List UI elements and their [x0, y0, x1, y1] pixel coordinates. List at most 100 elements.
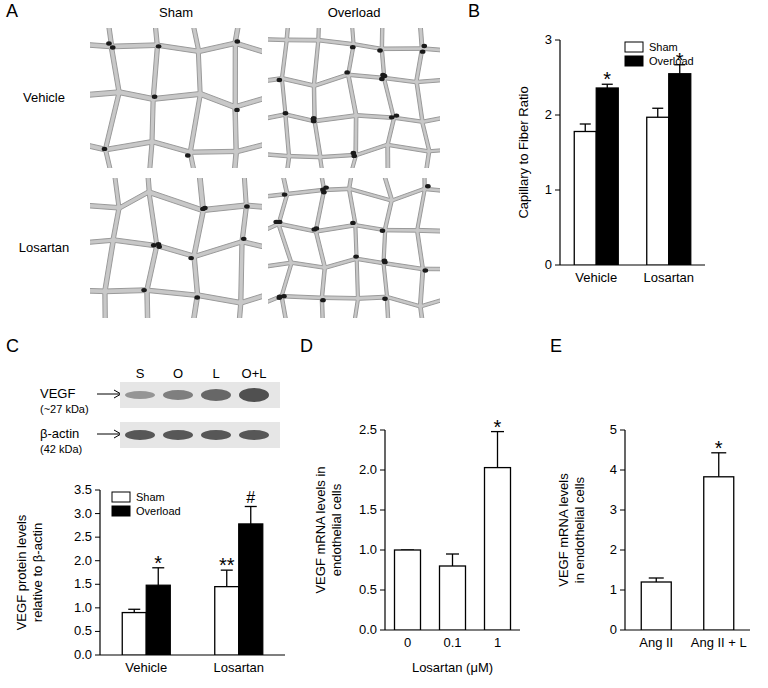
fiber: [156, 48, 199, 97]
blot-strip: [120, 382, 280, 408]
arrow: [97, 390, 121, 398]
y-tick-label: 1.0: [74, 600, 92, 615]
chart: C0.00.51.01.52.02.53.03.5VEGF protein le…: [6, 336, 285, 675]
y-tick-label: 1: [610, 582, 617, 597]
legend-swatch: [112, 506, 130, 516]
fiber: [384, 28, 420, 47]
y-tick: [380, 590, 385, 591]
fiber: [90, 243, 111, 289]
fiber: [324, 261, 357, 297]
band-label: VEGF: [40, 386, 75, 401]
fiber: [427, 151, 440, 168]
fiber: [351, 191, 390, 228]
y-tick-label: 2: [545, 107, 552, 122]
y-axis: [624, 430, 625, 630]
micrograph: [268, 178, 440, 318]
micrograph-bg: [268, 178, 440, 318]
fiber: [390, 120, 428, 150]
blot-band: [239, 388, 269, 402]
legend-label: Overload: [136, 505, 181, 517]
y-tick-label: 1.5: [74, 576, 92, 591]
y-tick: [380, 430, 385, 431]
fiber: [385, 265, 421, 304]
blot-band: [125, 430, 155, 440]
fiber: [199, 178, 244, 207]
fiber: [90, 178, 117, 205]
x-tick-label: 0.1: [443, 635, 461, 650]
fiber: [268, 41, 285, 81]
fiber: [419, 232, 440, 267]
nucleus: [344, 70, 350, 74]
fiber: [324, 300, 357, 319]
y-tick: [95, 607, 100, 608]
fiber: [353, 28, 381, 47]
nucleus: [282, 192, 288, 196]
fiber: [240, 295, 263, 318]
bar: [647, 117, 669, 265]
fiber: [419, 81, 440, 120]
y-tick: [95, 513, 100, 514]
fiber: [386, 80, 420, 120]
nucleus: [350, 221, 356, 225]
fiber: [358, 117, 392, 153]
fiber: [197, 245, 240, 300]
y-tick-label: 2: [610, 542, 617, 557]
chart: B0123Capillary to Fiber RatioVehicleLosa…: [468, 1, 705, 285]
micrograph-bg: [268, 28, 440, 168]
blot-band: [163, 430, 193, 440]
y-tick-label: 2.5: [359, 422, 377, 437]
fiber: [149, 293, 195, 318]
blot-band: [201, 430, 231, 440]
band-size: (42 kDa): [40, 443, 82, 455]
nucleus: [277, 294, 283, 298]
y-tick: [95, 537, 100, 538]
fiber: [237, 46, 262, 104]
nucleus: [353, 254, 359, 258]
fiber: [357, 227, 384, 261]
fiber: [268, 155, 287, 168]
error-cap: [128, 609, 140, 610]
legend-label: Sham: [649, 41, 678, 53]
y-tick-label: 3: [610, 502, 617, 517]
y-axis-label: VEGF mRNA levels: [556, 473, 571, 587]
error-cap: [446, 553, 459, 554]
error-cap: [245, 506, 257, 507]
y-axis: [99, 490, 100, 655]
y-tick-label: 1.0: [359, 542, 377, 557]
lane-label: S: [136, 366, 145, 381]
nucleus: [156, 44, 162, 48]
fiber: [268, 81, 284, 119]
error-bar: [250, 507, 251, 524]
y-tick-label: 5: [610, 422, 617, 437]
nucleus: [382, 74, 388, 78]
panel-label: E: [550, 336, 562, 356]
legend-swatch: [625, 42, 643, 52]
panel-label: A: [6, 1, 18, 21]
legend-swatch: [112, 492, 130, 502]
fiber: [390, 147, 428, 168]
bar: [239, 524, 263, 655]
bar: [215, 587, 239, 655]
nucleus: [382, 297, 388, 301]
fiber: [193, 154, 234, 168]
fiber: [193, 97, 234, 150]
row-label: Losartan: [19, 240, 70, 255]
micrograph: [90, 28, 262, 168]
x-tick-label: 1: [494, 635, 501, 650]
x-tick-label: Losartan: [643, 270, 694, 285]
fiber: [318, 191, 354, 230]
fiber: [351, 77, 392, 116]
y-tick: [620, 590, 625, 591]
fiber: [316, 77, 354, 119]
fiber: [150, 248, 196, 293]
fiber: [90, 46, 117, 94]
fiber: [418, 51, 440, 81]
y-axis-label: relative to β-actin: [30, 523, 45, 622]
y-tick-label: 2.5: [74, 529, 92, 544]
y-tick: [95, 584, 100, 585]
fiber: [284, 298, 322, 318]
bar: [485, 468, 511, 630]
nucleus: [389, 115, 395, 119]
nucleus: [380, 229, 386, 233]
y-tick: [380, 550, 385, 551]
